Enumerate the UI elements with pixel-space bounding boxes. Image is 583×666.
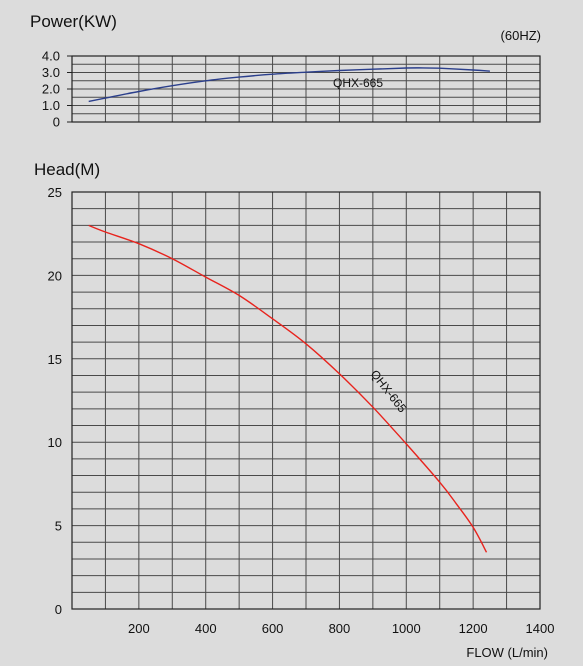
head-x-ticks: 200 400 600 800 1000 1200 1400 bbox=[128, 621, 554, 636]
head-panel: Head(M) 0 5 10 15 20 25 200 400 600 800 1000 1200 1… bbox=[34, 160, 554, 660]
power-series-label: QHX-665 bbox=[333, 76, 383, 90]
power-y-tick-label: 3.0 bbox=[42, 65, 60, 80]
head-y-tick-label: 15 bbox=[48, 352, 62, 367]
power-y-tick-label: 4.0 bbox=[42, 49, 60, 64]
head-y-tick-label: 5 bbox=[55, 519, 62, 534]
head-y-tick-label: 25 bbox=[48, 185, 62, 200]
power-y-tick-label: 2.0 bbox=[42, 82, 60, 97]
power-series: QHX-665 bbox=[88, 67, 490, 103]
head-y-ticks: 0 5 10 15 20 25 bbox=[48, 185, 62, 617]
power-y-ticks: 0 1.02.0 3.04.0 bbox=[42, 49, 72, 130]
head-grid bbox=[71, 191, 541, 610]
head-y-tick-label: 20 bbox=[48, 268, 62, 283]
head-axis-title: Head(M) bbox=[34, 160, 100, 179]
frequency-note: (60HZ) bbox=[501, 28, 541, 43]
head-x-tick-label: 600 bbox=[262, 621, 284, 636]
head-series-line bbox=[88, 224, 488, 553]
head-plot-frame bbox=[71, 191, 541, 610]
head-series: QHX-665 bbox=[88, 224, 488, 553]
power-y-tick-label: 1.0 bbox=[42, 98, 60, 113]
head-x-tick-label: 1400 bbox=[526, 621, 555, 636]
power-axis-title: Power(KW) bbox=[30, 12, 117, 31]
power-grid bbox=[71, 55, 541, 123]
head-x-tick-label: 400 bbox=[195, 621, 217, 636]
head-y-tick-label: 0 bbox=[55, 602, 62, 617]
head-x-tick-label: 200 bbox=[128, 621, 150, 636]
power-y-tick-label: 0 bbox=[53, 115, 60, 130]
head-x-tick-label: 1200 bbox=[459, 621, 488, 636]
head-x-tick-label: 800 bbox=[329, 621, 351, 636]
head-x-tick-label: 1000 bbox=[392, 621, 421, 636]
power-panel: Power(KW) (60HZ) 0 1.02.0 3.04.0 QHX-665 bbox=[30, 12, 541, 130]
head-y-tick-label: 10 bbox=[48, 435, 62, 450]
power-series-line bbox=[88, 67, 490, 103]
flow-axis-label: FLOW (L/min) bbox=[466, 645, 548, 660]
